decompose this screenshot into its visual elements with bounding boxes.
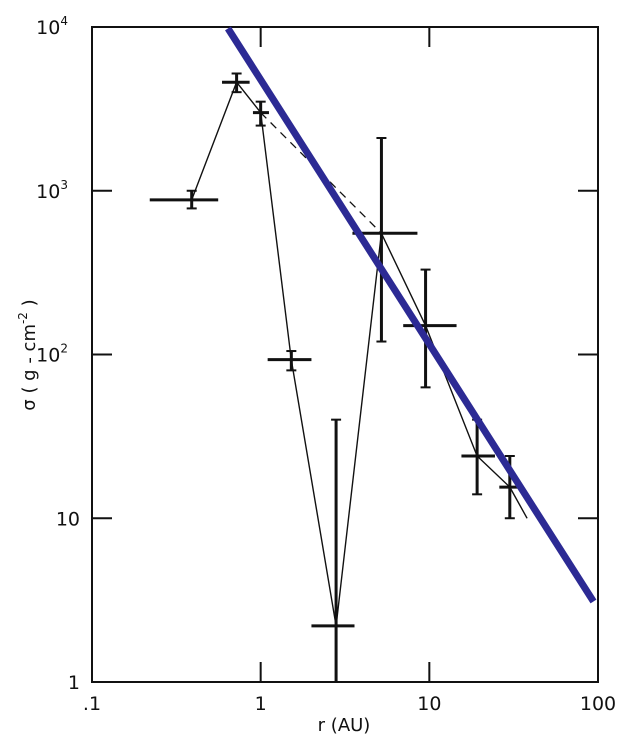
data-point xyxy=(403,268,457,389)
y-tick-label: 1 xyxy=(68,672,80,694)
data-point xyxy=(352,136,418,343)
y-axis-label-exponent: -2 xyxy=(16,312,30,324)
x-tick-label: 10 xyxy=(417,693,441,715)
plot-frame xyxy=(91,26,599,683)
data-point xyxy=(252,100,269,127)
fit-layer xyxy=(225,26,597,604)
y-axis-label-base: σ ( g - cm xyxy=(19,324,40,411)
y-tick-label: 104 xyxy=(36,14,68,39)
data-layer xyxy=(149,72,528,683)
data-point xyxy=(311,418,355,683)
y-tick-label: 102 xyxy=(36,342,68,367)
y-tick-label: 103 xyxy=(36,178,68,203)
x-tick-label: .1 xyxy=(83,693,101,715)
fit-line xyxy=(225,26,597,604)
y-axis-label: σ ( g - cm-2 ) xyxy=(16,299,40,410)
axes xyxy=(91,26,599,683)
connector-line xyxy=(191,80,528,627)
x-axis-label: r (AU) xyxy=(318,715,371,736)
x-tick-label: 1 xyxy=(255,693,267,715)
data-point xyxy=(267,350,312,372)
data-point xyxy=(149,189,219,210)
y-tick-label: 10 xyxy=(56,508,80,530)
data-point xyxy=(222,72,250,94)
y-axis-label-close: ) xyxy=(19,299,40,312)
tick-marks xyxy=(92,27,598,682)
x-tick-label: 100 xyxy=(580,693,616,715)
